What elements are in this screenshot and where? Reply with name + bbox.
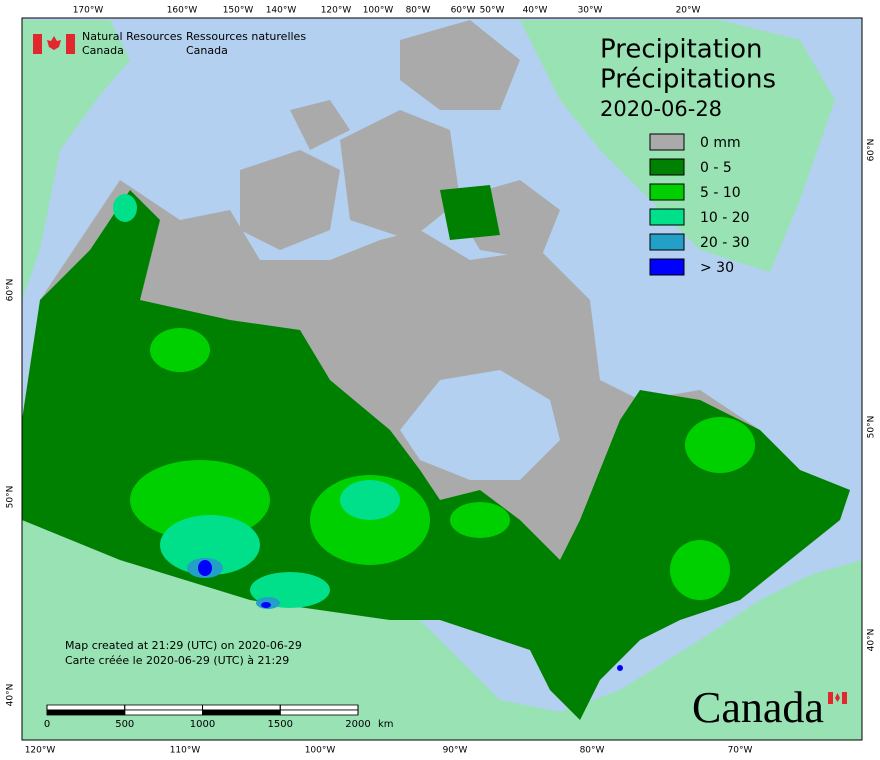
legend-label: 10 - 20 bbox=[700, 210, 750, 226]
scale-label: 2000 bbox=[345, 719, 370, 730]
wordmark-text: Canada bbox=[692, 683, 824, 732]
island-green bbox=[440, 185, 500, 240]
island bbox=[400, 20, 520, 110]
area bbox=[113, 194, 137, 222]
scale-unit: km bbox=[378, 719, 394, 730]
credit: Carte créée le 2020-06-29 (UTC) à 21:29 bbox=[65, 654, 289, 667]
graticule-label: 40°W bbox=[523, 6, 548, 16]
graticule-label: 100°W bbox=[305, 746, 336, 756]
area bbox=[670, 540, 730, 600]
graticule-label: 170°W bbox=[73, 6, 104, 16]
graticule-label: 30°W bbox=[578, 6, 603, 16]
legend-label: 20 - 30 bbox=[700, 235, 750, 251]
usa bbox=[22, 520, 862, 740]
graticule-label: 150°W bbox=[223, 6, 254, 16]
graticule-label: 50°N bbox=[6, 486, 16, 509]
graticule-label: 20°W bbox=[676, 6, 701, 16]
scale-label: 0 bbox=[44, 719, 50, 730]
nrcan-flag bbox=[33, 34, 75, 54]
legend-label: 0 mm bbox=[700, 135, 741, 151]
island bbox=[290, 100, 350, 150]
legend-swatch bbox=[649, 208, 685, 226]
dept-en: Canada bbox=[82, 44, 124, 57]
legend-swatch bbox=[649, 233, 685, 251]
legend-swatch bbox=[649, 133, 685, 151]
island bbox=[240, 150, 340, 250]
title-date: 2020-06-28 bbox=[600, 97, 722, 121]
graticule-label: 50°W bbox=[480, 6, 505, 16]
wordmark: Canada bbox=[692, 683, 847, 732]
legend-swatch bbox=[649, 258, 685, 276]
credit: Map created at 21:29 (UTC) on 2020-06-29 bbox=[65, 639, 302, 652]
legend-label: > 30 bbox=[700, 260, 734, 276]
scale-label: 1000 bbox=[190, 719, 215, 730]
graticule-label: 90°W bbox=[443, 746, 468, 756]
graticule-label: 120°W bbox=[25, 746, 56, 756]
graticule-label: 120°W bbox=[321, 6, 352, 16]
scale-segment bbox=[279, 709, 359, 716]
island bbox=[340, 110, 460, 240]
precip-over-30 bbox=[198, 560, 623, 671]
alaska bbox=[22, 20, 130, 300]
map-frame bbox=[21, 17, 863, 741]
graticule-label: 160°W bbox=[167, 6, 198, 16]
area bbox=[340, 480, 400, 520]
area bbox=[160, 515, 260, 575]
graticule-label: 70°W bbox=[728, 746, 753, 756]
legend-swatch bbox=[649, 183, 685, 201]
area bbox=[685, 417, 755, 473]
maple-leaf bbox=[47, 36, 61, 50]
legend-label: 0 - 5 bbox=[700, 160, 732, 176]
precip-0-5 bbox=[22, 190, 850, 720]
area bbox=[198, 560, 212, 576]
scale-label: 1500 bbox=[268, 719, 293, 730]
graticule-label: 40°N bbox=[6, 684, 16, 707]
scale-segment bbox=[124, 709, 203, 716]
graticule-label: 80°W bbox=[406, 6, 431, 16]
graticule-label: 140°W bbox=[266, 6, 297, 16]
area bbox=[150, 328, 210, 372]
area bbox=[261, 602, 271, 608]
scale-segment bbox=[46, 704, 126, 711]
scale-label: 500 bbox=[115, 719, 134, 730]
flag-bar bbox=[828, 692, 833, 704]
legend-label: 5 - 10 bbox=[700, 185, 741, 201]
legend-swatch bbox=[649, 158, 685, 176]
title: Précipitations bbox=[600, 65, 776, 95]
scale-segment bbox=[279, 704, 359, 711]
dept-fr: Canada bbox=[186, 44, 228, 57]
flag-bar bbox=[842, 692, 847, 704]
graticule-label: 60°N bbox=[867, 139, 877, 162]
scale-segment bbox=[124, 704, 203, 711]
scale-segment bbox=[202, 709, 281, 716]
graticule-label: 100°W bbox=[363, 6, 394, 16]
scale-segment bbox=[202, 704, 281, 711]
graticule-label: 60°W bbox=[451, 6, 476, 16]
graticule-label: 110°W bbox=[170, 746, 201, 756]
dept-en: Natural Resources bbox=[82, 30, 183, 43]
graticule-label: 60°N bbox=[6, 279, 16, 302]
arctic-islands bbox=[240, 20, 560, 260]
area bbox=[617, 665, 623, 671]
scale-segment bbox=[46, 709, 126, 716]
precip-10-20 bbox=[113, 194, 400, 608]
graticule-label: 80°W bbox=[580, 746, 605, 756]
title: Precipitation bbox=[600, 35, 763, 65]
flag-bar bbox=[33, 34, 42, 54]
flag-bar bbox=[66, 34, 75, 54]
dept-fr: Ressources naturelles bbox=[186, 30, 306, 43]
maple-leaf bbox=[835, 693, 840, 702]
hudson-bay bbox=[400, 370, 560, 480]
area bbox=[450, 502, 510, 538]
graticule-label: 50°N bbox=[867, 416, 877, 439]
graticule-label: 40°N bbox=[867, 629, 877, 652]
